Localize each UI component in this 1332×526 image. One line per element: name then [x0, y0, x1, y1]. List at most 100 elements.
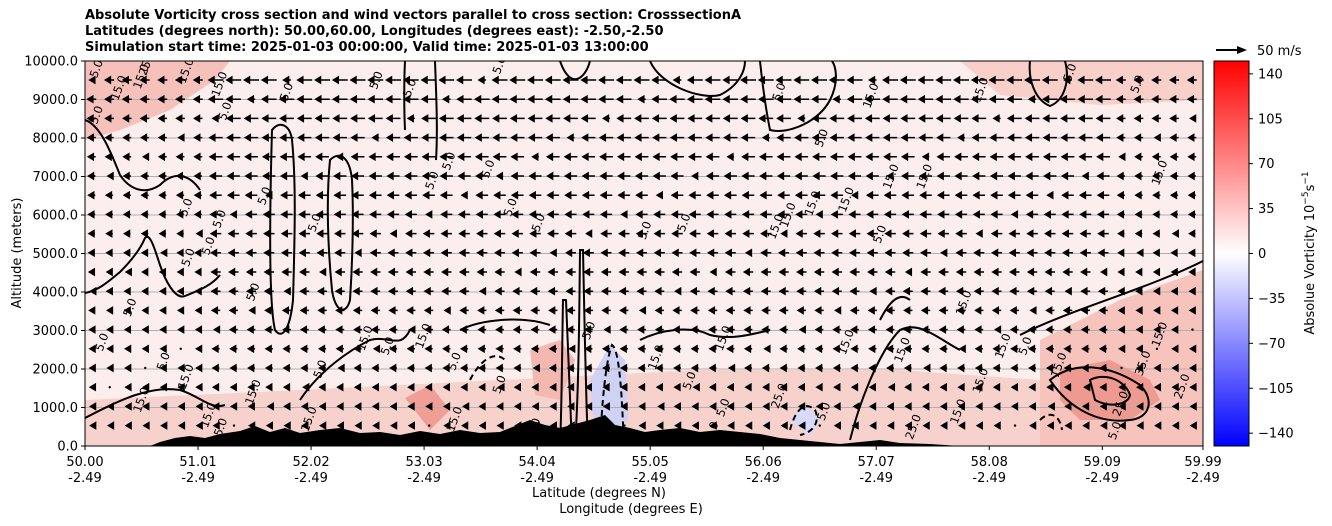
wind-vector: [1009, 306, 1019, 315]
wind-vector: [829, 133, 844, 142]
terrain: [85, 415, 960, 446]
wind-vector: [637, 344, 646, 354]
wind-vector: [723, 190, 737, 200]
wind-vector: [1188, 306, 1196, 315]
wind-vector: [887, 382, 896, 392]
wind-vector: [386, 210, 400, 219]
wind-vector: [956, 286, 966, 296]
contour-label: 5.0: [198, 235, 217, 257]
wind-vector: [370, 325, 380, 334]
wind-vector: [1045, 363, 1054, 373]
title-line-3: Simulation start time: 2025-01-03 00:00:…: [85, 40, 649, 55]
wind-vector: [672, 325, 682, 334]
wind-vector: [144, 366, 147, 370]
wind-vector: [722, 75, 739, 85]
wind-vector: [141, 286, 149, 296]
wind-vector: [386, 190, 400, 200]
wind-vector: [602, 363, 610, 373]
colorbar: 140 105 70 35 0 −35 −70 −105 −140 Absolue Vortic…: [1213, 60, 1318, 447]
contour-label: 5.0: [680, 370, 699, 392]
wind-vector: [529, 267, 541, 277]
wind-vector: [440, 210, 453, 219]
wind-vector: [1009, 325, 1019, 334]
wind-vector: [1064, 402, 1072, 411]
wind-vector: [1064, 286, 1072, 296]
wind-vector: [1189, 382, 1197, 392]
wind-vector: [1189, 363, 1197, 373]
wind-vector: [226, 171, 240, 181]
wind-vector: [174, 75, 186, 85]
wind-vector: [177, 421, 186, 430]
contour-label: 5.0: [86, 104, 105, 126]
wind-vector: [1010, 363, 1019, 373]
wind-vector: [581, 171, 595, 181]
wind-vector: [300, 344, 309, 354]
wind-vector: [106, 171, 114, 181]
wind-vector: [261, 152, 276, 162]
wind-vector: [244, 152, 258, 162]
wind-vector: [1153, 382, 1162, 392]
wind-vector: [477, 75, 487, 85]
wind-vector: [884, 248, 896, 258]
wind-vector: [421, 114, 436, 123]
wind-vector: [158, 190, 167, 200]
wind-vector: [762, 402, 770, 411]
y-tick-label: 8000.0: [33, 132, 79, 147]
wind-vector: [687, 133, 702, 142]
wind-vector: [975, 402, 983, 411]
wind-vector: [1060, 133, 1075, 142]
wind-vector: [108, 386, 111, 389]
wind-vector: [316, 229, 328, 238]
wind-vector: [105, 306, 114, 315]
wind-vector: [549, 382, 557, 392]
wind-vector: [901, 171, 915, 181]
wind-vector: [672, 75, 682, 85]
wind-vector: [546, 171, 560, 181]
y-tick-label: 5000.0: [33, 247, 79, 262]
wind-vector: [318, 382, 326, 392]
colorbar-tick-label: 35: [1258, 202, 1275, 217]
wind-vector: [709, 402, 717, 411]
wind-vector: [918, 133, 933, 142]
wind-vector: [406, 306, 416, 315]
wind-vector: [1010, 382, 1018, 392]
wind-vector: [1188, 267, 1196, 277]
contour-label-text: 5.0: [198, 235, 217, 257]
wind-vector: [175, 190, 185, 200]
wind-vector: [812, 190, 826, 200]
wind-vector: [726, 344, 735, 354]
wind-vector: [408, 325, 416, 334]
wind-vector: [1187, 190, 1196, 200]
wind-vector: [760, 267, 771, 277]
contour-label-text: 5.0: [769, 81, 788, 103]
wind-vector: [566, 325, 575, 334]
wind-vector: [953, 94, 969, 104]
wind-vector: [243, 133, 259, 142]
x-tick-label-longitude: -2.49: [972, 471, 1006, 486]
wind-vector: [1010, 344, 1019, 354]
wind-vector: [1047, 402, 1055, 411]
wind-vector: [584, 363, 593, 373]
wind-vector: [176, 267, 184, 277]
wind-vector: [332, 114, 348, 123]
wind-vector: [280, 210, 293, 219]
wind-vector: [351, 229, 364, 238]
wind-vector: [282, 363, 291, 373]
wind-vector: [370, 286, 381, 296]
wind-vector: [514, 267, 522, 277]
contour-line: [849, 326, 961, 441]
wind-vector: [1099, 402, 1107, 411]
wind-vector: [706, 229, 719, 238]
wind-vector: [1187, 171, 1196, 181]
vorticity-band-top-right: [960, 61, 1203, 105]
contour-label: 5.0: [1105, 420, 1124, 442]
wind-vector: [159, 344, 167, 354]
wind-vector: [1061, 190, 1074, 200]
wind-vector: [582, 248, 594, 258]
x-tick-label-longitude: -2.49: [294, 471, 328, 486]
wind-vector: [972, 210, 985, 219]
wind-vector: [265, 421, 273, 430]
wind-vector: [493, 229, 506, 238]
wind-vector: [991, 286, 1002, 296]
wind-vector: [246, 286, 256, 296]
